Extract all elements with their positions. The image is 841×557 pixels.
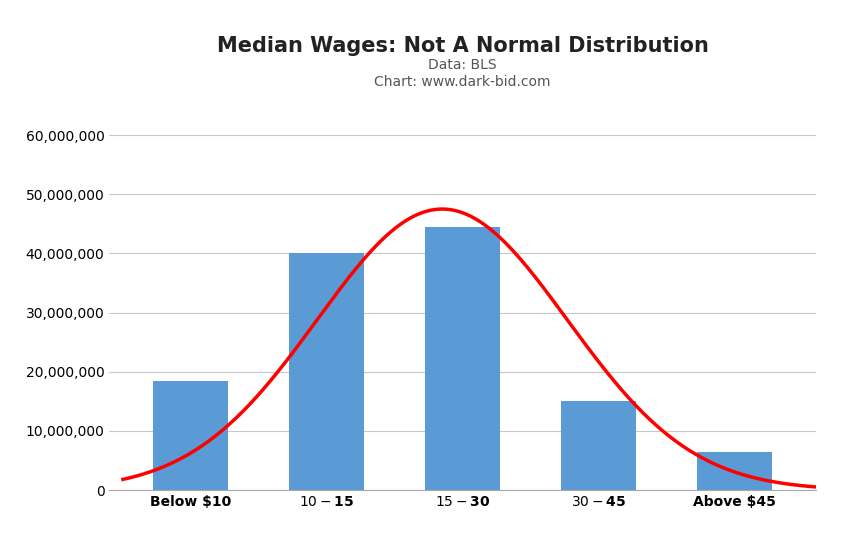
Text: Median Wages: Not A Normal Distribution: Median Wages: Not A Normal Distribution	[217, 36, 708, 56]
Bar	[289, 253, 364, 490]
Bar	[697, 452, 772, 490]
Bar	[426, 227, 500, 490]
Bar	[561, 402, 636, 490]
Text: Data: BLS: Data: BLS	[428, 58, 497, 72]
Bar	[153, 380, 228, 490]
Text: Chart: www.dark-bid.com: Chart: www.dark-bid.com	[374, 75, 551, 89]
